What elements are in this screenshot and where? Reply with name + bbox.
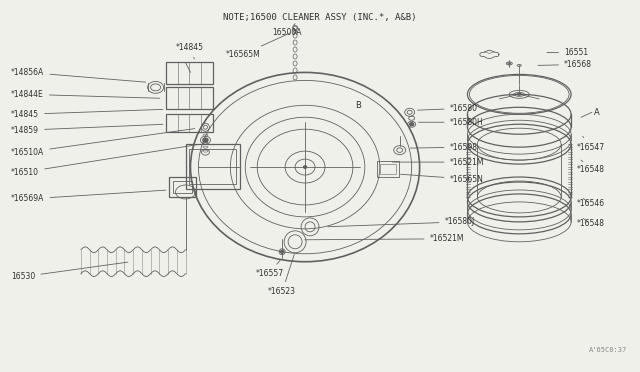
- Bar: [189, 149, 236, 184]
- Text: *16569A: *16569A: [11, 190, 166, 203]
- Text: *16565N: *16565N: [401, 174, 483, 183]
- Text: *16598: *16598: [410, 142, 477, 152]
- Text: *16546: *16546: [577, 199, 605, 208]
- Text: *16510A: *16510A: [11, 129, 195, 157]
- Text: *16565M: *16565M: [225, 33, 291, 59]
- Ellipse shape: [281, 250, 284, 253]
- Text: *14845: *14845: [175, 43, 204, 59]
- Bar: [166, 114, 213, 132]
- Text: *16548: *16548: [577, 160, 605, 174]
- Text: *16521M: *16521M: [305, 234, 464, 243]
- Text: *16521M: *16521M: [392, 158, 484, 167]
- Ellipse shape: [517, 93, 521, 95]
- Text: A'65C0:37: A'65C0:37: [589, 347, 627, 353]
- Ellipse shape: [203, 138, 208, 142]
- Bar: [166, 87, 213, 109]
- Text: NOTE;16500 CLEANER ASSY (INC.*, A&B): NOTE;16500 CLEANER ASSY (INC.*, A&B): [223, 13, 417, 22]
- Bar: [166, 62, 213, 84]
- Text: 16500A: 16500A: [272, 23, 301, 37]
- Text: *14844E: *14844E: [11, 90, 160, 99]
- Text: *16547: *16547: [577, 137, 605, 152]
- Text: 16551: 16551: [547, 48, 588, 57]
- Ellipse shape: [303, 166, 307, 168]
- Bar: [186, 144, 240, 189]
- Text: *16580H: *16580H: [419, 118, 483, 127]
- Text: A: A: [594, 108, 600, 117]
- Text: B: B: [355, 101, 361, 110]
- Text: *14856A: *14856A: [11, 68, 146, 82]
- Text: *16568: *16568: [538, 60, 592, 69]
- Bar: [380, 164, 396, 174]
- Text: *16510: *16510: [11, 145, 198, 177]
- Text: *16523: *16523: [268, 254, 296, 296]
- Text: *16580: *16580: [417, 104, 477, 113]
- Text: *16580J: *16580J: [328, 217, 475, 227]
- Text: *16548: *16548: [577, 218, 605, 228]
- Bar: [168, 177, 196, 197]
- Text: *14859: *14859: [11, 124, 163, 135]
- Bar: [377, 161, 399, 177]
- Ellipse shape: [410, 123, 413, 126]
- Text: *14845: *14845: [11, 109, 163, 119]
- Text: *16557: *16557: [255, 260, 284, 278]
- Bar: [173, 181, 193, 193]
- Text: 16530: 16530: [11, 262, 128, 281]
